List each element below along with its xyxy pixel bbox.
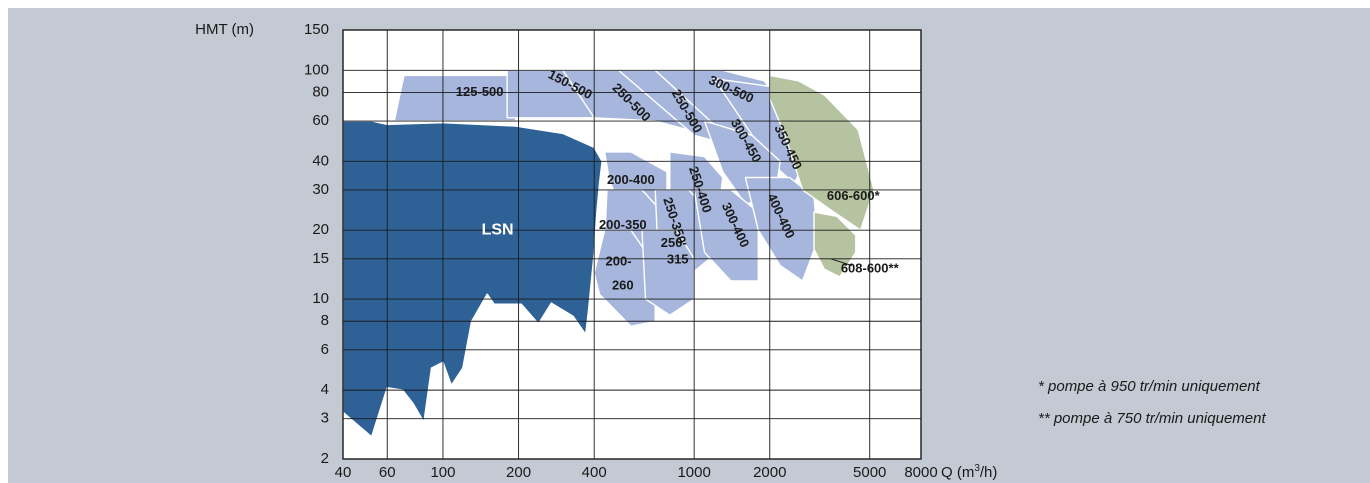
x-tick-8000: 8000 bbox=[904, 464, 937, 481]
y-tick-15: 15 bbox=[312, 250, 329, 267]
x-tick-400: 400 bbox=[582, 464, 607, 481]
y-axis-label: HMT (m) bbox=[195, 21, 254, 38]
region-label-11: 250- bbox=[661, 235, 687, 250]
y-tick-2: 2 bbox=[321, 450, 329, 467]
region-label-15: 200- bbox=[606, 254, 632, 269]
region-label-0: 125-500 bbox=[456, 84, 504, 99]
y-tick-3: 3 bbox=[321, 410, 329, 427]
region-label-12: 315 bbox=[667, 252, 689, 267]
y-tick-8: 8 bbox=[321, 312, 329, 329]
leader-line bbox=[830, 258, 853, 267]
region-label-18: 608-600** bbox=[841, 261, 900, 276]
y-tick-10: 10 bbox=[312, 290, 329, 307]
plot-frame bbox=[342, 29, 922, 460]
region-400-400 bbox=[744, 176, 819, 282]
y-tick-40: 40 bbox=[312, 152, 329, 169]
x-tick-1000: 1000 bbox=[677, 464, 710, 481]
y-tick-20: 20 bbox=[312, 221, 329, 238]
y-tick-150: 150 bbox=[304, 21, 329, 38]
x-tick-40: 40 bbox=[335, 464, 352, 481]
chart-panel: 125-500 150-500 250-500 250-500 300-500 300-4… bbox=[8, 8, 1370, 483]
y-tick-30: 30 bbox=[312, 181, 329, 198]
region-label-10: 200-350 bbox=[599, 217, 647, 232]
y-tick-60: 60 bbox=[312, 112, 329, 129]
y-tick-80: 80 bbox=[312, 83, 329, 100]
lsn-label: LSN bbox=[482, 221, 514, 238]
region-LSN bbox=[342, 120, 603, 438]
x-tick-60: 60 bbox=[379, 464, 396, 481]
footnote-950: * pompe à 950 tr/min uniquement bbox=[1038, 378, 1260, 395]
region-label-16: 260 bbox=[612, 277, 634, 292]
region-label-7: 200-400 bbox=[607, 172, 655, 187]
pump-range-chart: 125-500 150-500 250-500 250-500 300-500300-4… bbox=[195, 21, 997, 481]
y-tick-6: 6 bbox=[321, 341, 329, 358]
x-tick-100: 100 bbox=[430, 464, 455, 481]
x-tick-5000: 5000 bbox=[853, 464, 886, 481]
y-tick-100: 100 bbox=[304, 61, 329, 78]
footnote-750: ** pompe à 750 tr/min uniquement bbox=[1038, 410, 1266, 427]
y-tick-4: 4 bbox=[321, 381, 329, 398]
x-tick-2000: 2000 bbox=[753, 464, 786, 481]
region-200-260 bbox=[593, 229, 656, 327]
x-tick-200: 200 bbox=[506, 464, 531, 481]
region-label-17: 606-600* bbox=[827, 188, 881, 203]
x-axis-label: Q (m3/h) bbox=[941, 463, 997, 481]
